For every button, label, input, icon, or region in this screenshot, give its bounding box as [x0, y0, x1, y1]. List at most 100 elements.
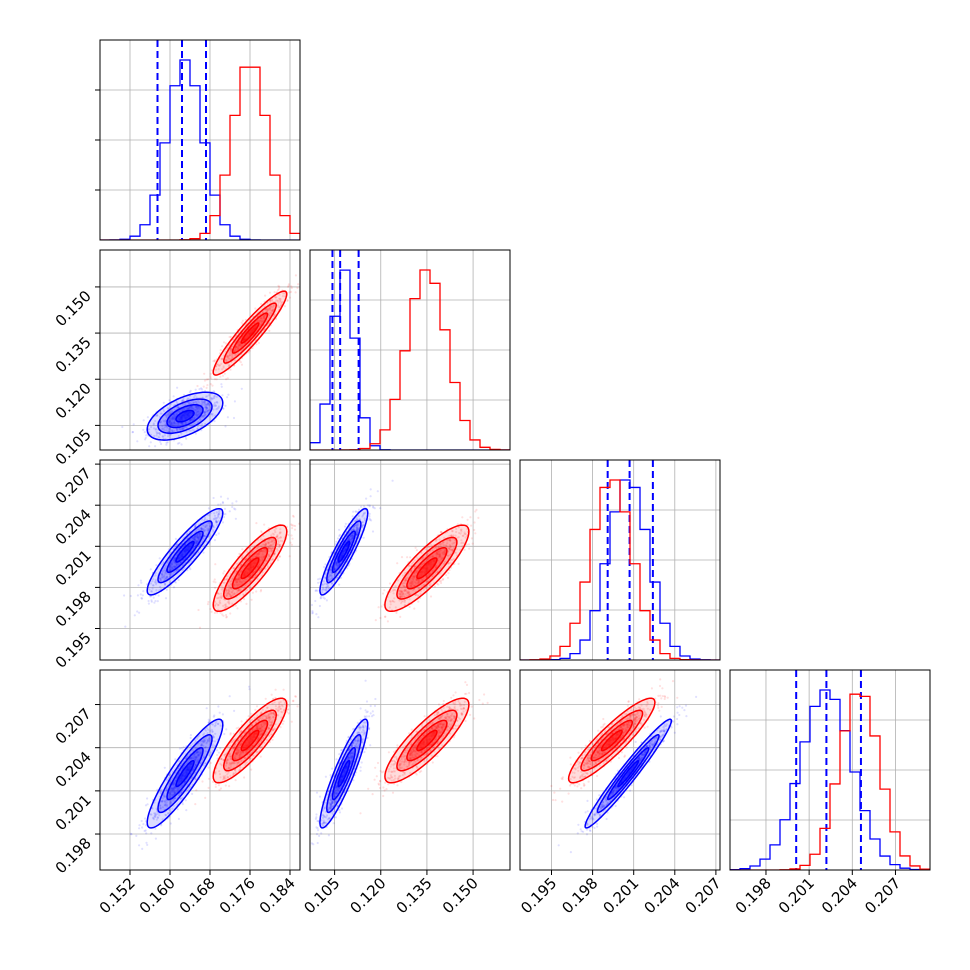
scatter-point	[203, 739, 206, 742]
scatter-point	[151, 807, 154, 810]
scatter-point	[169, 564, 172, 568]
scatter-point	[361, 515, 364, 518]
scatter-point	[228, 593, 231, 596]
scatter-point	[277, 284, 280, 287]
scatter-point	[328, 570, 331, 574]
scatter-point	[166, 575, 169, 578]
scatter-point	[228, 510, 231, 513]
scatter-point	[199, 751, 203, 754]
scatter-point	[403, 599, 406, 602]
hist-panel-1	[100, 40, 300, 240]
scatter-point	[167, 414, 170, 417]
scatter-point	[176, 774, 179, 777]
scatter-point	[169, 420, 172, 423]
scatter-point	[352, 532, 355, 535]
scatter-point	[203, 529, 206, 532]
scatter-point	[180, 777, 183, 780]
scatter-point	[201, 739, 204, 743]
scatter-point	[189, 402, 192, 405]
scatter-point	[249, 558, 252, 561]
scatter-point	[239, 583, 242, 586]
scatter-point	[212, 715, 215, 718]
scatter-point	[170, 423, 173, 427]
scatter-point	[162, 561, 165, 564]
scatter-point	[322, 583, 325, 586]
scatter-point	[180, 432, 183, 435]
scatter-point	[388, 582, 392, 585]
scatter-point	[214, 516, 217, 520]
scatter-point	[190, 424, 193, 427]
scatter-point	[426, 552, 429, 556]
scatter-point	[446, 542, 449, 545]
scatter-point	[262, 555, 265, 559]
scatter-point	[164, 582, 167, 585]
scatter-point	[194, 764, 197, 767]
scatter-point	[184, 403, 187, 406]
scatter-point	[172, 798, 175, 801]
scatter-point	[197, 538, 200, 541]
scatter-point	[186, 549, 189, 552]
scatter-point	[260, 555, 263, 559]
scatter-point	[237, 344, 241, 347]
scatter-point	[239, 600, 243, 603]
scatter-point	[164, 803, 167, 807]
scatter-point	[194, 539, 198, 542]
scatter-point	[317, 581, 320, 584]
scatter-point	[212, 736, 215, 739]
scatter-point	[227, 584, 230, 587]
scatter-point	[409, 585, 412, 588]
scatter-point	[196, 384, 199, 388]
scatter-point	[164, 569, 167, 572]
scatter-point	[403, 580, 406, 583]
contour-series-2	[416, 557, 438, 580]
scatter-point	[177, 568, 180, 571]
scatter-point	[252, 328, 255, 331]
scatter-point	[329, 568, 332, 571]
scatter-point	[415, 582, 418, 585]
scatter-point	[187, 548, 190, 552]
scatter-point	[221, 358, 224, 361]
scatter-point	[250, 566, 253, 569]
scatter-point	[197, 753, 201, 756]
scatter-point	[199, 761, 202, 765]
scatter-point	[217, 368, 220, 371]
scatter-point	[269, 309, 272, 312]
scatter-point	[228, 352, 232, 355]
scatter-point	[429, 561, 432, 564]
scatter-point	[172, 788, 175, 791]
scatter-point	[393, 589, 397, 592]
scatter-point	[451, 529, 454, 533]
scatter-point	[173, 790, 176, 793]
scatter-point	[212, 405, 215, 408]
scatter-point	[180, 747, 183, 750]
scatter-point	[254, 573, 257, 577]
scatter-point	[428, 572, 431, 575]
scatter-point	[194, 777, 197, 780]
scatter-point	[437, 583, 440, 586]
scatter-point	[448, 535, 451, 538]
scatter-point	[208, 754, 211, 757]
scatter-point	[249, 587, 252, 590]
scatter-point	[188, 412, 191, 415]
scatter-point	[438, 553, 441, 556]
scatter-point	[429, 563, 432, 567]
scatter-point	[195, 761, 198, 764]
scatter-point	[279, 299, 282, 302]
scatter-point	[203, 414, 206, 417]
scatter-point	[457, 562, 460, 566]
scatter-point	[448, 538, 451, 541]
scatter-point	[156, 816, 159, 819]
scatter-point	[237, 583, 240, 586]
scatter-point	[427, 562, 431, 565]
scatter-point	[399, 590, 402, 593]
scatter-point	[343, 549, 346, 552]
scatter-point	[292, 515, 295, 518]
scatter-point	[213, 360, 216, 363]
scatter-point	[189, 405, 192, 408]
scatter-point	[172, 566, 175, 569]
scatter-point	[229, 612, 232, 615]
scatter-point	[355, 533, 358, 536]
scatter-point	[345, 544, 348, 548]
scatter-point	[420, 571, 423, 574]
scatter-point	[173, 781, 177, 784]
